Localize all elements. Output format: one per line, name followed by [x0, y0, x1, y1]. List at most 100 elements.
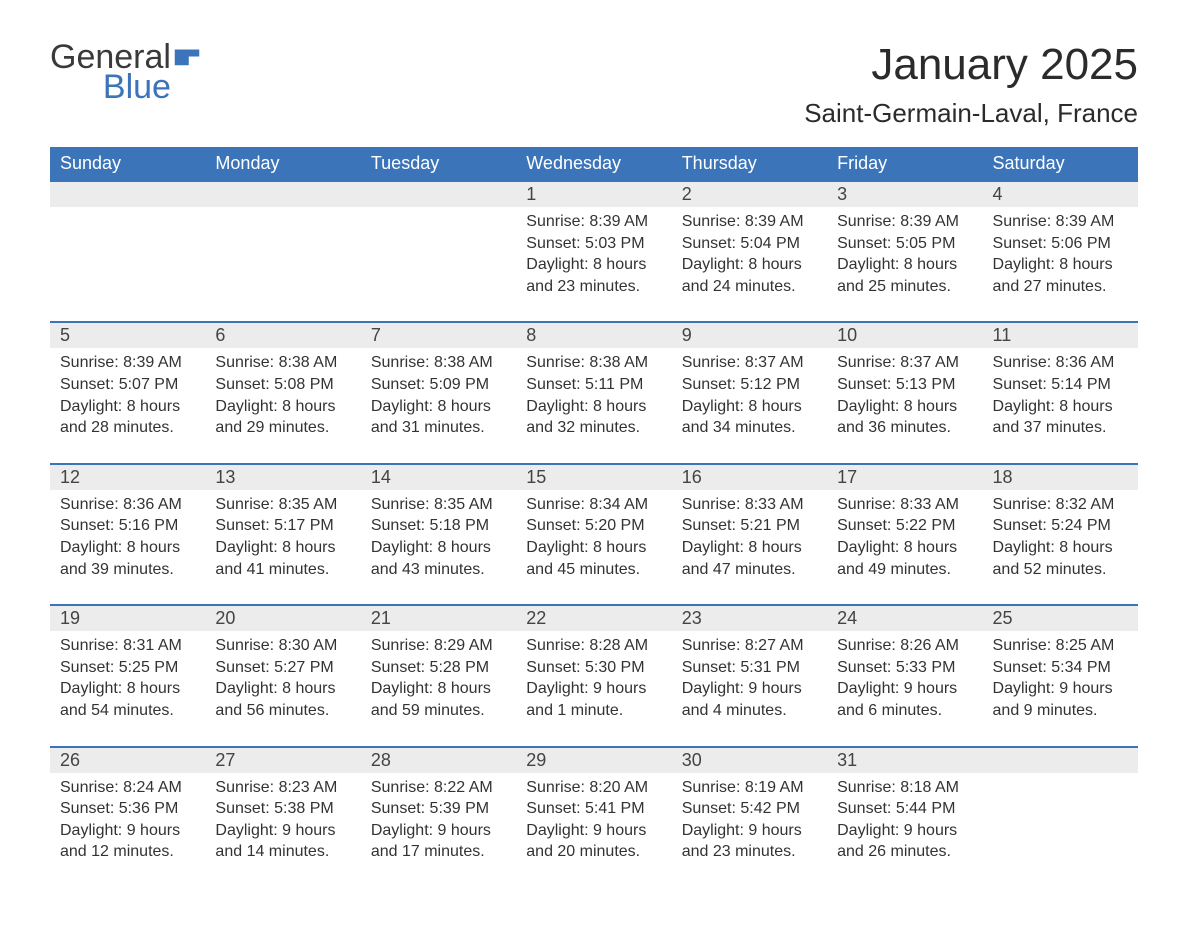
day-data-cell: Sunrise: 8:38 AMSunset: 5:08 PMDaylight:…: [205, 348, 360, 463]
sunset-line: Sunset: 5:31 PM: [682, 657, 817, 679]
sunrise-line: Sunrise: 8:26 AM: [837, 635, 972, 657]
weekday-header: Sunday: [50, 147, 205, 181]
day-number-cell: 21: [361, 605, 516, 631]
day-number-cell: [50, 181, 205, 207]
sunrise-line: Sunrise: 8:27 AM: [682, 635, 817, 657]
day-number-cell: 24: [827, 605, 982, 631]
sunrise-line: Sunrise: 8:20 AM: [526, 777, 661, 799]
day-number-cell: 6: [205, 322, 360, 348]
day-data-cell: Sunrise: 8:38 AMSunset: 5:09 PMDaylight:…: [361, 348, 516, 463]
daylight-line: Daylight: 9 hours and 1 minute.: [526, 678, 661, 721]
day-number-cell: 19: [50, 605, 205, 631]
day-data-cell: [983, 773, 1138, 887]
weekday-header: Friday: [827, 147, 982, 181]
day-number-cell: [205, 181, 360, 207]
day-data-cell: [50, 207, 205, 322]
sunset-line: Sunset: 5:22 PM: [837, 515, 972, 537]
day-data-cell: Sunrise: 8:35 AMSunset: 5:17 PMDaylight:…: [205, 490, 360, 605]
day-data-cell: Sunrise: 8:37 AMSunset: 5:13 PMDaylight:…: [827, 348, 982, 463]
sunset-line: Sunset: 5:36 PM: [60, 798, 195, 820]
logo: General Blue: [50, 40, 201, 104]
sunrise-line: Sunrise: 8:39 AM: [837, 211, 972, 233]
day-data-cell: Sunrise: 8:30 AMSunset: 5:27 PMDaylight:…: [205, 631, 360, 746]
daynum-row: 262728293031: [50, 747, 1138, 773]
day-data-cell: Sunrise: 8:32 AMSunset: 5:24 PMDaylight:…: [983, 490, 1138, 605]
day-number-cell: 13: [205, 464, 360, 490]
calendar-body: 1234 Sunrise: 8:39 AMSunset: 5:03 PMDayl…: [50, 181, 1138, 887]
sunset-line: Sunset: 5:44 PM: [837, 798, 972, 820]
day-data-cell: Sunrise: 8:27 AMSunset: 5:31 PMDaylight:…: [672, 631, 827, 746]
sunset-line: Sunset: 5:24 PM: [993, 515, 1128, 537]
day-number-cell: 16: [672, 464, 827, 490]
daylight-line: Daylight: 8 hours and 28 minutes.: [60, 396, 195, 439]
day-data-cell: Sunrise: 8:33 AMSunset: 5:22 PMDaylight:…: [827, 490, 982, 605]
sunrise-line: Sunrise: 8:32 AM: [993, 494, 1128, 516]
daylight-line: Daylight: 8 hours and 25 minutes.: [837, 254, 972, 297]
day-data-cell: Sunrise: 8:39 AMSunset: 5:03 PMDaylight:…: [516, 207, 671, 322]
data-row: Sunrise: 8:36 AMSunset: 5:16 PMDaylight:…: [50, 490, 1138, 605]
sunrise-line: Sunrise: 8:36 AM: [993, 352, 1128, 374]
day-data-cell: [361, 207, 516, 322]
calendar-page: General Blue January 2025 Saint-Germain-…: [0, 0, 1188, 937]
sunrise-line: Sunrise: 8:33 AM: [682, 494, 817, 516]
day-data-cell: Sunrise: 8:24 AMSunset: 5:36 PMDaylight:…: [50, 773, 205, 887]
sunrise-line: Sunrise: 8:18 AM: [837, 777, 972, 799]
sunrise-line: Sunrise: 8:28 AM: [526, 635, 661, 657]
daylight-line: Daylight: 8 hours and 23 minutes.: [526, 254, 661, 297]
data-row: Sunrise: 8:24 AMSunset: 5:36 PM Daylight:…: [50, 773, 1138, 887]
sunset-line: Sunset: 5:03 PM: [526, 233, 661, 255]
day-data-cell: Sunrise: 8:38 AMSunset: 5:11 PMDaylight:…: [516, 348, 671, 463]
data-row: Sunrise: 8:39 AMSunset: 5:07 PMDaylight:…: [50, 348, 1138, 463]
data-row: Sunrise: 8:31 AMSunset: 5:25 PMDaylight:…: [50, 631, 1138, 746]
daylight-line: Daylight: 8 hours and 39 minutes.: [60, 537, 195, 580]
day-number-cell: 17: [827, 464, 982, 490]
day-data-cell: Sunrise: 8:22 AMSunset: 5:39 PMDaylight:…: [361, 773, 516, 887]
sunrise-line: Sunrise: 8:39 AM: [682, 211, 817, 233]
daylight-line: Daylight: 9 hours and 14 minutes.: [215, 820, 350, 863]
daylight-line: Daylight: 8 hours and 29 minutes.: [215, 396, 350, 439]
day-number-cell: 23: [672, 605, 827, 631]
daylight-line: Daylight: 9 hours and 26 minutes.: [837, 820, 972, 863]
daylight-line: Daylight: 8 hours and 54 minutes.: [60, 678, 195, 721]
weekday-header: Monday: [205, 147, 360, 181]
daynum-row: 567891011: [50, 322, 1138, 348]
month-title: January 2025: [804, 40, 1138, 90]
day-number-cell: 22: [516, 605, 671, 631]
weekday-header: Saturday: [983, 147, 1138, 181]
sunset-line: Sunset: 5:07 PM: [60, 374, 195, 396]
weekday-header: Tuesday: [361, 147, 516, 181]
daylight-line: Daylight: 8 hours and 45 minutes.: [526, 537, 661, 580]
sunset-line: Sunset: 5:38 PM: [215, 798, 350, 820]
sunrise-line: Sunrise: 8:24 AM: [60, 777, 195, 799]
daylight-line: Daylight: 9 hours and 20 minutes.: [526, 820, 661, 863]
day-number-cell: 7: [361, 322, 516, 348]
sunset-line: Sunset: 5:09 PM: [371, 374, 506, 396]
sunrise-line: Sunrise: 8:34 AM: [526, 494, 661, 516]
daylight-line: Daylight: 9 hours and 23 minutes.: [682, 820, 817, 863]
sunset-line: Sunset: 5:27 PM: [215, 657, 350, 679]
day-number-cell: 5: [50, 322, 205, 348]
daylight-line: Daylight: 9 hours and 6 minutes.: [837, 678, 972, 721]
day-number-cell: 27: [205, 747, 360, 773]
day-data-cell: Sunrise: 8:18 AMSunset: 5:44 PMDaylight:…: [827, 773, 982, 887]
sunset-line: Sunset: 5:30 PM: [526, 657, 661, 679]
sunset-line: Sunset: 5:05 PM: [837, 233, 972, 255]
day-number-cell: 30: [672, 747, 827, 773]
day-number-cell: 28: [361, 747, 516, 773]
daylight-line: Daylight: 8 hours and 31 minutes.: [371, 396, 506, 439]
weekday-header-row: SundayMondayTuesdayWednesdayThursdayFrid…: [50, 147, 1138, 181]
sunrise-line: Sunrise: 8:38 AM: [526, 352, 661, 374]
day-number-cell: 10: [827, 322, 982, 348]
daylight-line: Daylight: 9 hours and 4 minutes.: [682, 678, 817, 721]
day-data-cell: Sunrise: 8:20 AMSunset: 5:41 PMDaylight:…: [516, 773, 671, 887]
daylight-line: Daylight: 8 hours and 49 minutes.: [837, 537, 972, 580]
sunset-line: Sunset: 5:14 PM: [993, 374, 1128, 396]
data-row: Sunrise: 8:39 AMSunset: 5:03 PMDaylight:…: [50, 207, 1138, 322]
daynum-row: 12131415161718: [50, 464, 1138, 490]
day-data-cell: Sunrise: 8:34 AMSunset: 5:20 PMDaylight:…: [516, 490, 671, 605]
day-number-cell: 3: [827, 181, 982, 207]
day-number-cell: 11: [983, 322, 1138, 348]
sunrise-line: Sunrise: 8:29 AM: [371, 635, 506, 657]
sunrise-line: Sunrise: 8:36 AM: [60, 494, 195, 516]
header-row: General Blue January 2025 Saint-Germain-…: [50, 40, 1138, 129]
